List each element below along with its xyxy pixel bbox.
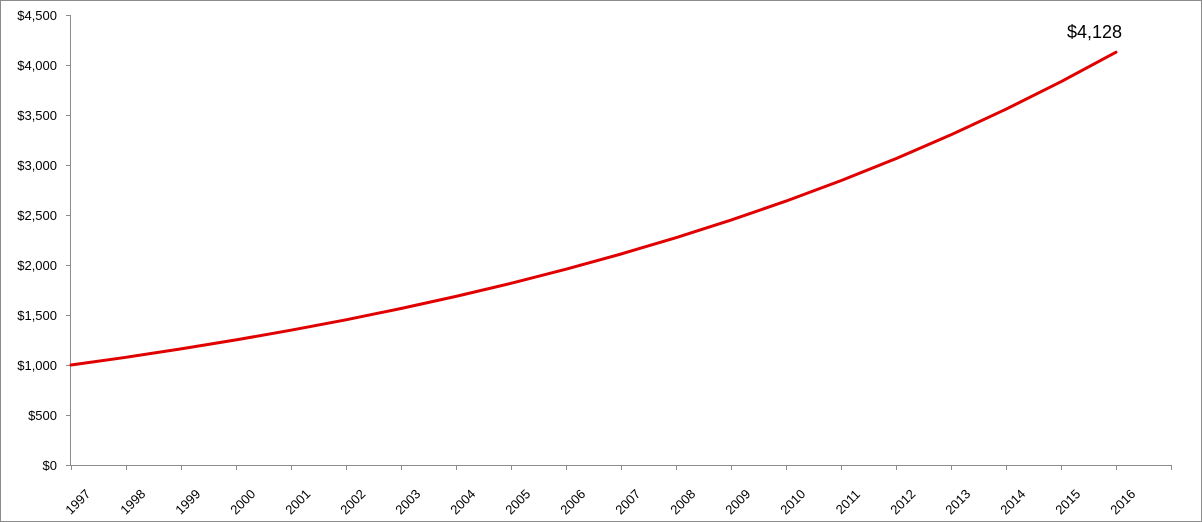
x-tick-label: 1999 xyxy=(172,486,203,517)
x-tick-label: 2016 xyxy=(1107,486,1138,517)
x-tick-label: 2009 xyxy=(722,486,753,517)
y-tick-label: $500 xyxy=(28,408,57,423)
y-tick-label: $4,000 xyxy=(17,58,57,73)
y-tick-label: $2,500 xyxy=(17,208,57,223)
x-tick-label: 1998 xyxy=(117,486,148,517)
y-tick-label: $3,500 xyxy=(17,108,57,123)
x-axis-ticks: 1997 1998 1999 2000 2001 2002 2003 2004 2005 2006… xyxy=(62,465,1172,517)
y-tick-label: $0 xyxy=(43,458,57,473)
y-axis-ticks: $0 $500 $1,000 $1,500 $2,000 $2,500 $3,000 $3,5… xyxy=(17,8,71,473)
y-tick-label: $1,500 xyxy=(17,308,57,323)
x-tick-label: 2015 xyxy=(1052,486,1083,517)
y-tick-label: $2,000 xyxy=(17,258,57,273)
y-tick-label: $1,000 xyxy=(17,358,57,373)
x-tick-label: 2004 xyxy=(447,486,478,517)
x-tick-label: 2005 xyxy=(502,486,533,517)
x-tick-label: 2007 xyxy=(612,486,643,517)
series-line xyxy=(69,50,1118,367)
y-tick-label: $4,500 xyxy=(17,8,57,23)
x-tick-label: 2001 xyxy=(282,486,313,517)
x-tick-label: 2000 xyxy=(227,486,258,517)
x-tick-label: 2011 xyxy=(833,487,863,517)
x-tick-label: 2013 xyxy=(942,486,973,517)
y-tick-label: $3,000 xyxy=(17,158,57,173)
series-group xyxy=(69,50,1118,367)
x-tick-label: 2012 xyxy=(887,486,918,517)
x-tick-label: 2002 xyxy=(337,486,368,517)
x-tick-label: 2003 xyxy=(392,486,423,517)
x-tick-label: 2008 xyxy=(667,486,698,517)
x-tick-label: 1997 xyxy=(62,486,93,517)
x-tick-label: 2006 xyxy=(557,486,588,517)
value-annotation: $4,128 xyxy=(1067,22,1122,42)
x-tick-label: 2014 xyxy=(997,486,1028,517)
x-tick-label: 2010 xyxy=(777,486,808,517)
